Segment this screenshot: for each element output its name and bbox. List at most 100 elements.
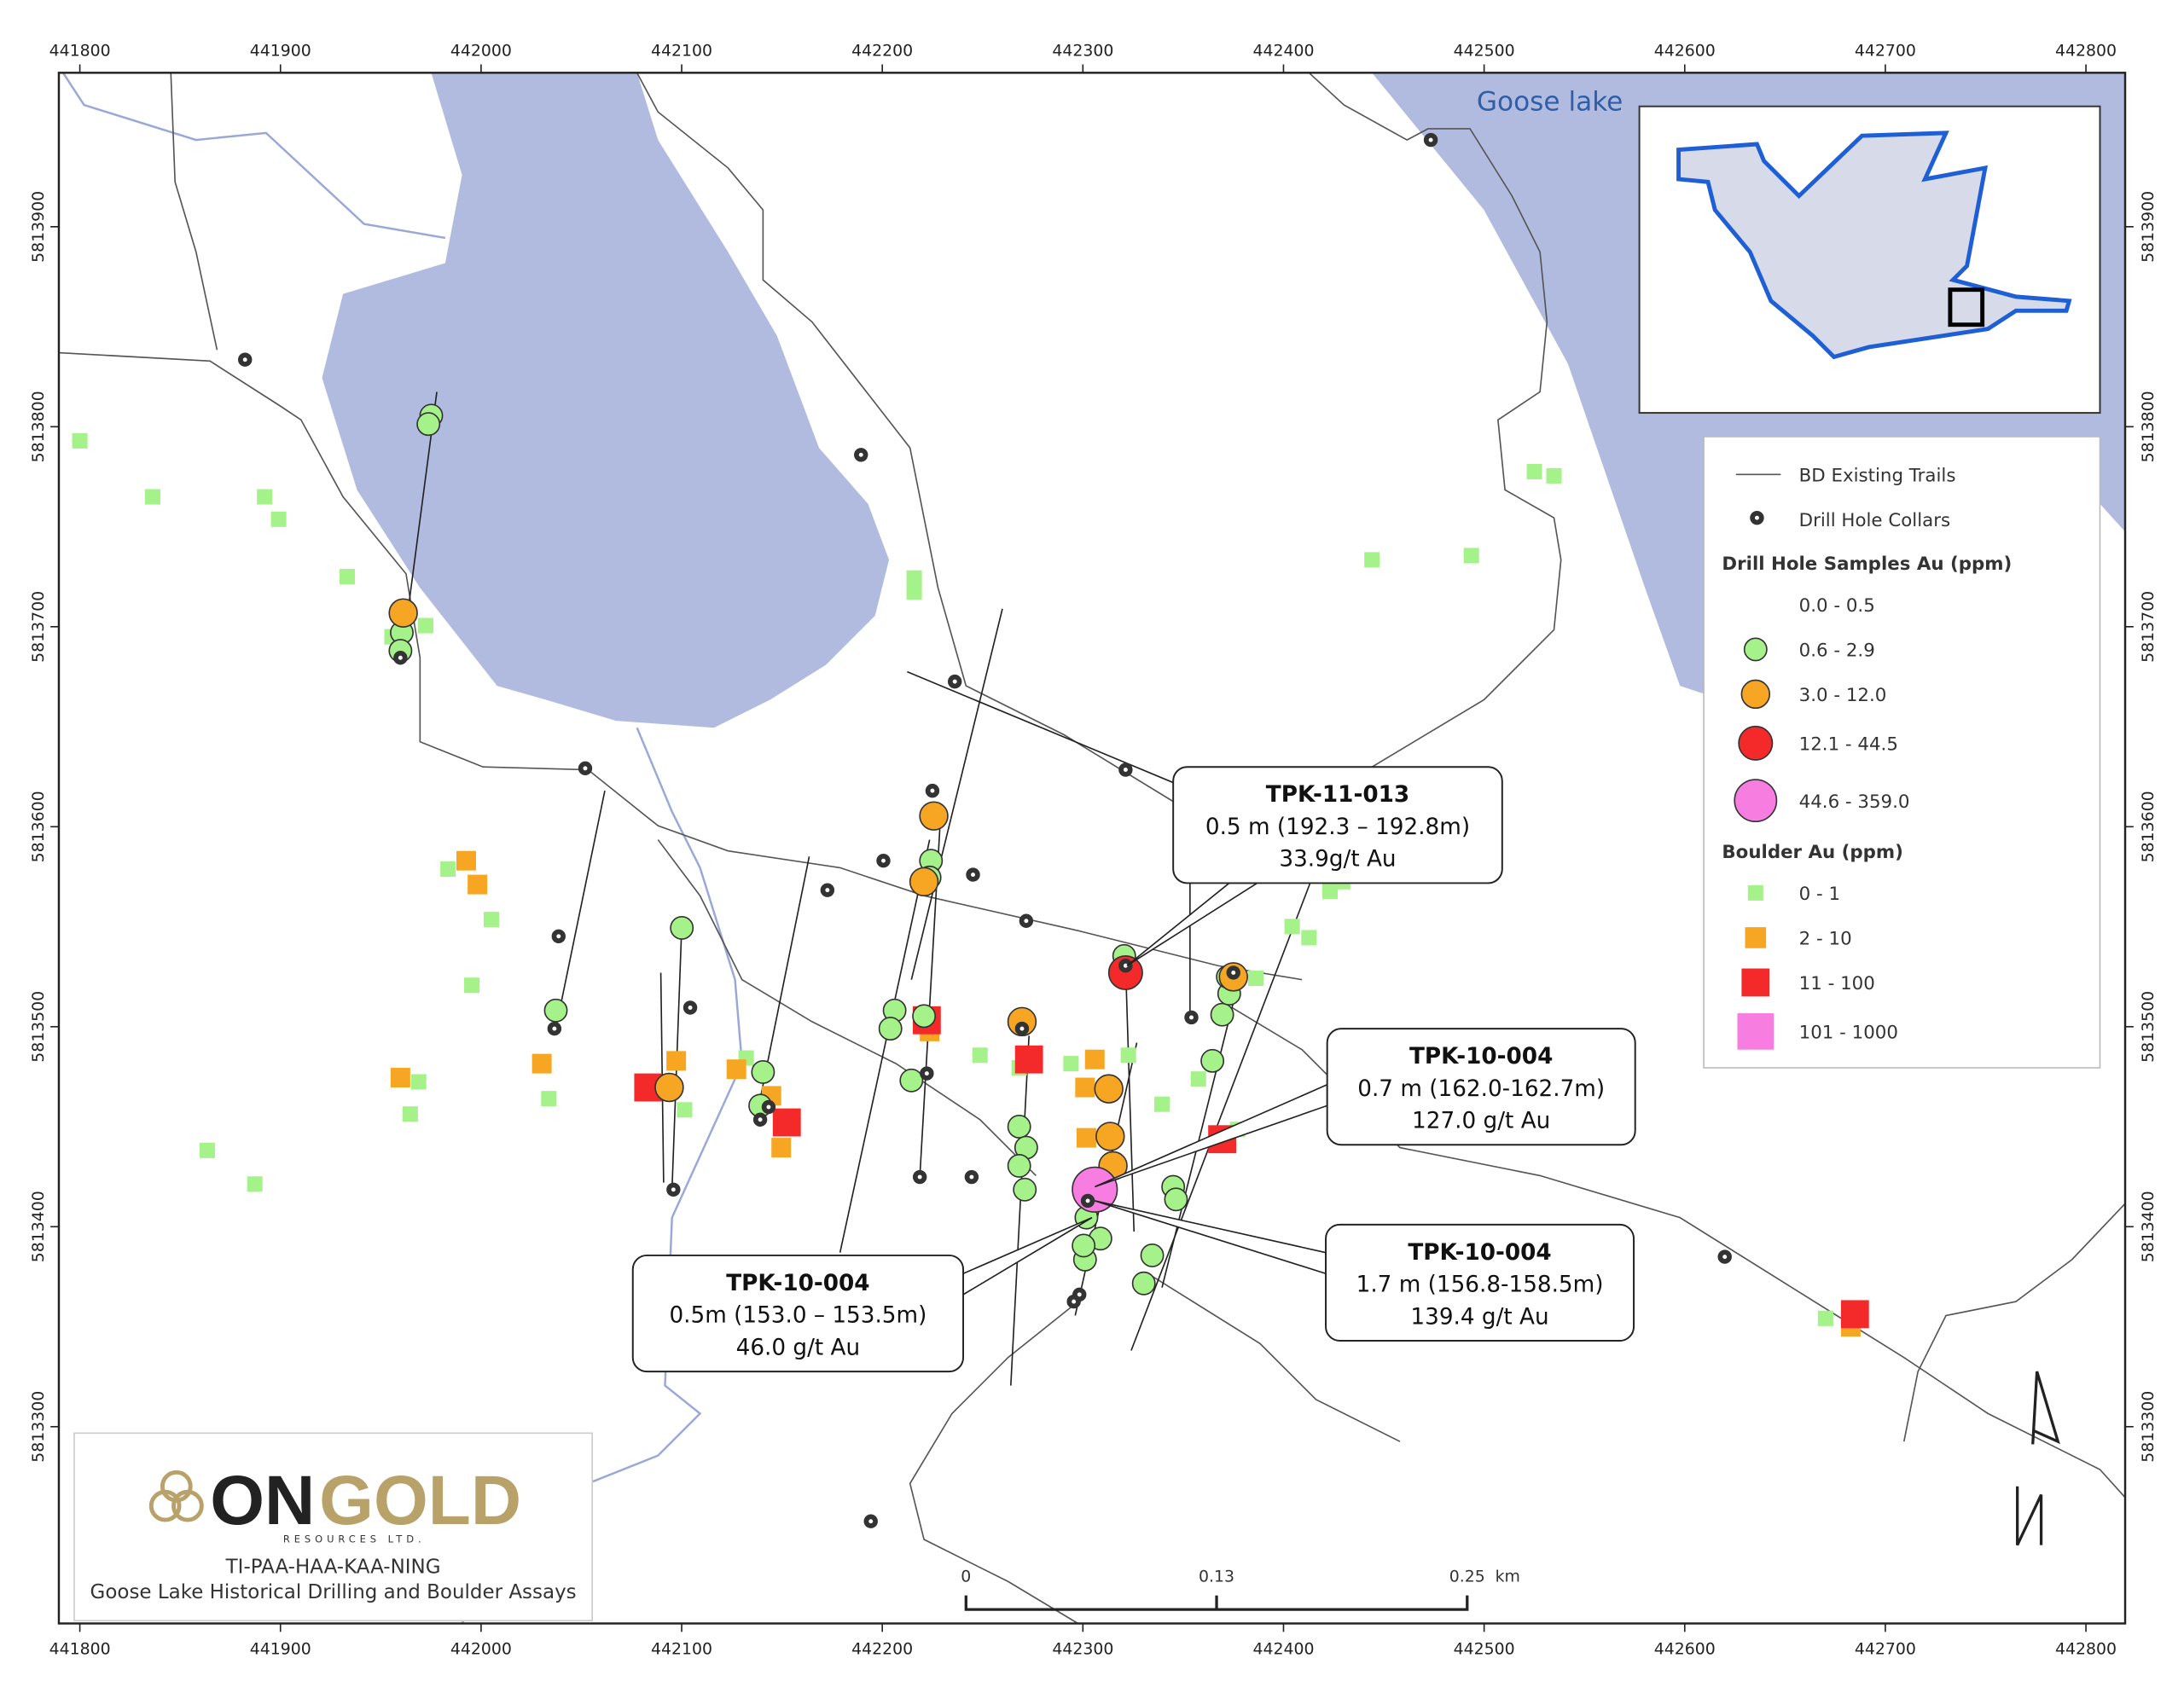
legend-boulder-symbol xyxy=(1747,884,1763,901)
drill-collar-center xyxy=(825,888,830,893)
callout-interval: 0.5 m (192.3 – 192.8m) xyxy=(1205,815,1470,840)
legend-sample-symbol xyxy=(1738,725,1774,761)
boulder xyxy=(72,432,88,449)
y-tick-label: 5813400 xyxy=(29,1191,48,1262)
boulder xyxy=(972,1047,988,1064)
logo-name: GOLD xyxy=(319,1462,521,1539)
boulder xyxy=(390,1068,410,1088)
drill-sample xyxy=(388,598,418,628)
drill-trace xyxy=(839,839,931,1253)
x-tick-label: 442700 xyxy=(1855,1640,1916,1659)
legend: BD Existing Trails Drill Hole Collars Dr… xyxy=(1703,436,2101,1069)
legend-heading: Drill Hole Samples Au (ppm) xyxy=(1722,554,2012,575)
drill-sample xyxy=(1072,1233,1096,1258)
x-tick-label: 442300 xyxy=(1052,42,1113,61)
legend-heading: Boulder Au (ppm) xyxy=(1722,842,1902,863)
y-tick-label: 5813700 xyxy=(29,591,48,663)
callout-hole: TPK-11-013 xyxy=(1266,782,1409,808)
drill-sample xyxy=(1210,1002,1234,1027)
x-tick-label: 442600 xyxy=(1654,42,1716,61)
y-tick-label: 5813900 xyxy=(2139,191,2158,263)
x-tick-label: 442600 xyxy=(1654,1640,1716,1659)
legend-label: Drill Hole Collars xyxy=(1799,510,1950,531)
boulder xyxy=(199,1142,215,1158)
drill-collar-center xyxy=(1722,1255,1728,1260)
boulder xyxy=(270,511,287,527)
x-tick-label: 441800 xyxy=(49,42,111,61)
boulder xyxy=(541,1091,557,1107)
scale-bar: 0 0.13 0.25 km xyxy=(961,1567,1520,1611)
drill-sample xyxy=(1095,1122,1125,1151)
boulder xyxy=(1247,970,1264,987)
drill-sample xyxy=(543,998,568,1023)
drill-trace xyxy=(1124,965,1136,1232)
boulder xyxy=(906,584,922,600)
drill-collar-center xyxy=(924,1071,929,1076)
legend-label: 0.6 - 2.9 xyxy=(1799,641,1875,662)
boulder xyxy=(464,977,480,994)
x-tick-label: 442500 xyxy=(1454,42,1515,61)
boulder xyxy=(1463,548,1479,564)
y-tick-label: 5813400 xyxy=(2139,1191,2158,1262)
legend-boulder-symbol xyxy=(1741,968,1770,997)
drill-collar-center xyxy=(868,1519,874,1524)
y-tick-label: 5813300 xyxy=(2139,1391,2158,1463)
callout-grade: 46.0 g/t Au xyxy=(736,1335,861,1360)
logo-emblem xyxy=(148,1470,204,1522)
north-letter xyxy=(2016,1486,2043,1546)
boulder xyxy=(1526,463,1542,480)
boulder xyxy=(402,1106,418,1122)
drill-collar-center xyxy=(1189,1015,1194,1020)
y-tick-label: 5813800 xyxy=(2139,391,2158,462)
drill-collar-center xyxy=(917,1174,922,1180)
boulder xyxy=(257,489,273,505)
boulder xyxy=(1321,884,1338,900)
trail xyxy=(1147,1272,1401,1442)
drill-collar-center xyxy=(881,858,886,863)
legend-sample-symbol xyxy=(1743,637,1768,662)
logo-block: ON GOLD RESOURCES LTD. TI-PAA-HAA-KAA-NI… xyxy=(73,1432,594,1622)
callout-box xyxy=(1325,1223,1635,1342)
y-tick-label: 5813800 xyxy=(29,391,48,462)
project-name: TI-PAA-HAA-KAA-NING xyxy=(225,1556,441,1578)
callout-grade: 139.4 g/t Au xyxy=(1410,1304,1548,1330)
callout-interval: 1.7 m (156.8-158.5m) xyxy=(1356,1272,1604,1298)
callout-box xyxy=(631,1254,965,1373)
drill-collar-center xyxy=(1428,137,1433,142)
drill-collar-center xyxy=(1072,1299,1077,1304)
map-title: Goose Lake Historical Drilling and Bould… xyxy=(90,1581,577,1603)
drill-sample xyxy=(1094,1074,1124,1104)
drill-collar-center xyxy=(688,1006,693,1010)
x-tick-label: 442400 xyxy=(1252,42,1314,61)
x-tick-label: 442800 xyxy=(2055,42,2117,61)
drill-trace xyxy=(1161,979,1240,1288)
legend-label: 11 - 100 xyxy=(1799,973,1875,994)
trail xyxy=(1902,1203,2126,1442)
drill-trace xyxy=(1010,1035,1030,1386)
y-tick-label: 5813900 xyxy=(29,191,48,263)
drill-sample xyxy=(878,1017,903,1041)
drill-collar-center xyxy=(583,766,588,771)
trails xyxy=(58,72,2126,1625)
legend-label: 101 - 1000 xyxy=(1799,1023,1898,1044)
stream xyxy=(61,72,446,240)
legend-label: BD Existing Trails xyxy=(1799,465,1956,486)
logo-box xyxy=(73,1432,594,1622)
drill-collar-center xyxy=(242,357,247,362)
drill-collar-center xyxy=(556,934,561,939)
trail xyxy=(636,72,1191,813)
callout-box xyxy=(1326,1028,1636,1146)
boulder xyxy=(1301,930,1317,946)
y-tick-label: 5813500 xyxy=(2139,991,2158,1063)
scale-label: 0 xyxy=(961,1567,971,1586)
callout-hole: TPK-10-004 xyxy=(1409,1044,1553,1070)
points xyxy=(72,132,1869,1528)
boulder xyxy=(1120,1047,1136,1064)
drill-sample xyxy=(670,916,694,940)
boulder xyxy=(1154,1096,1170,1112)
boulder xyxy=(1364,552,1380,568)
legend-collar-symbol xyxy=(1754,515,1759,520)
drill-sample xyxy=(416,412,441,437)
x-tick-label: 442800 xyxy=(2055,1640,2117,1659)
boulder xyxy=(1284,919,1300,935)
